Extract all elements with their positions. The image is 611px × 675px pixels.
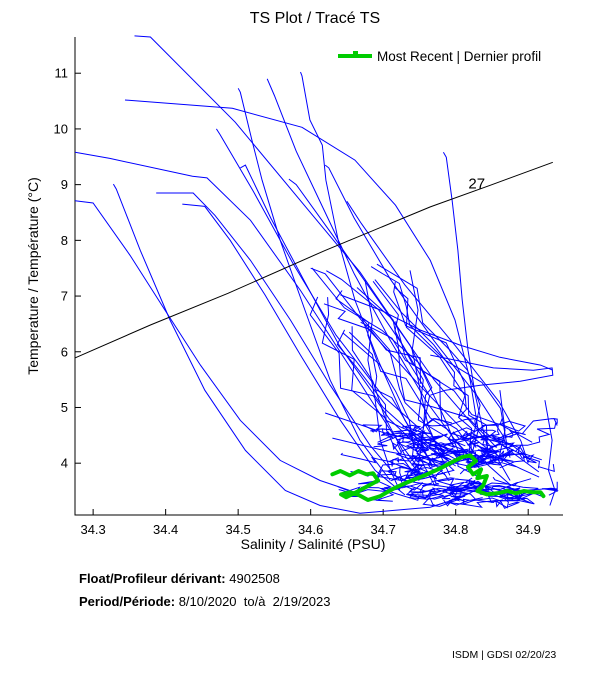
fan-line xyxy=(323,303,421,384)
profile-line xyxy=(346,201,529,464)
y-tick-label: 6 xyxy=(61,344,68,359)
float-id-value: 4902508 xyxy=(225,571,280,586)
axis-lines xyxy=(74,37,563,516)
fan-line xyxy=(321,297,423,477)
fan-line xyxy=(336,329,420,481)
y-tick-label: 9 xyxy=(61,177,68,192)
cluster-line xyxy=(430,498,521,509)
chart-title: TS Plot / Tracé TS xyxy=(250,10,380,27)
y-tick-label: 10 xyxy=(54,121,68,136)
profile-line xyxy=(156,192,401,481)
cluster-line xyxy=(442,424,500,449)
profile-line xyxy=(442,152,491,461)
recent-profile-line xyxy=(330,453,546,502)
y-tick-label: 11 xyxy=(55,66,69,81)
axes: 34.3 34.4 34.5 34.6 34.7 34.8 34.9 4 5 6 7 8 9 10 11 xyxy=(54,37,563,537)
x-axis-label: Salinity / Salinité (PSU) xyxy=(241,536,386,552)
fan-line xyxy=(360,321,512,486)
cluster-line xyxy=(514,444,555,472)
legend: Most Recent | Dernier profil xyxy=(338,49,541,64)
profile-line xyxy=(75,151,421,471)
cluster-line xyxy=(358,480,466,502)
legend-marker-icon xyxy=(353,51,358,55)
profile-line xyxy=(75,200,350,491)
profile-line xyxy=(430,354,554,396)
x-tick-label: 34.4 xyxy=(153,522,178,537)
profile-lines-group xyxy=(75,35,559,514)
cluster-line xyxy=(340,452,427,467)
x-tick-label: 34.9 xyxy=(516,522,541,537)
cluster-line xyxy=(398,485,459,497)
x-tick-label: 34.6 xyxy=(298,522,323,537)
x-tick-label: 34.8 xyxy=(443,522,468,537)
float-id-line: Float/Profileur dérivant: 4902508 xyxy=(79,571,280,586)
cluster-line xyxy=(493,487,525,509)
y-axis-label: Temperature / Température (°C) xyxy=(25,177,41,375)
cluster-line xyxy=(502,417,558,438)
cluster-line xyxy=(454,478,511,491)
period-value: 8/10/2020 to/à 2/19/2023 xyxy=(175,594,331,609)
cluster-line xyxy=(450,418,527,440)
fan-line xyxy=(376,263,540,473)
y-tick-label: 7 xyxy=(61,289,68,304)
profile-line xyxy=(300,71,433,466)
y-tick-label: 8 xyxy=(61,233,68,248)
y-tick-label: 5 xyxy=(61,400,68,415)
profile-line xyxy=(215,128,460,459)
float-id-label: Float/Profileur dérivant: xyxy=(79,571,226,586)
cluster-line xyxy=(437,478,467,507)
fan-line xyxy=(351,326,436,487)
profile-line xyxy=(324,164,511,458)
cluster-line xyxy=(404,452,514,481)
cluster-line xyxy=(373,430,441,448)
profile-line xyxy=(544,400,556,506)
profile-line xyxy=(325,412,529,458)
profile-line xyxy=(340,294,553,371)
fan-line xyxy=(393,281,467,418)
profile-line xyxy=(124,99,479,461)
y-tick-label: 4 xyxy=(61,456,68,471)
cluster-line xyxy=(435,447,469,459)
cluster-line xyxy=(410,489,470,507)
density-contour-group: 27 xyxy=(74,161,553,359)
fan-line xyxy=(356,287,497,448)
profile-line xyxy=(134,35,461,456)
fan-line xyxy=(395,321,433,468)
density-contour-line xyxy=(74,161,553,359)
fan-line xyxy=(359,315,471,463)
profile-line xyxy=(112,183,466,514)
period-label: Period/Période: xyxy=(79,594,176,609)
cluster-line xyxy=(367,462,412,482)
profile-line xyxy=(182,203,406,496)
x-tick-label: 34.3 xyxy=(80,522,105,537)
fan-line xyxy=(311,267,433,471)
fan-line xyxy=(309,296,446,476)
cluster-line xyxy=(459,450,514,475)
fan-line xyxy=(394,287,473,465)
cluster-line xyxy=(477,418,558,458)
x-tick-label: 34.7 xyxy=(371,522,396,537)
legend-label: Most Recent | Dernier profil xyxy=(377,49,541,64)
x-tick-label: 34.5 xyxy=(225,522,250,537)
cluster-line xyxy=(446,480,497,498)
fan-line xyxy=(374,279,489,457)
fan-line xyxy=(326,270,482,472)
density-contour-label: 27 xyxy=(468,176,485,193)
credit-text: ISDM | GDSI 02/20/23 xyxy=(452,649,557,661)
fan-line xyxy=(370,266,508,446)
profile-line xyxy=(288,178,500,458)
period-line: Period/Période: 8/10/2020 to/à 2/19/2023 xyxy=(79,594,331,609)
